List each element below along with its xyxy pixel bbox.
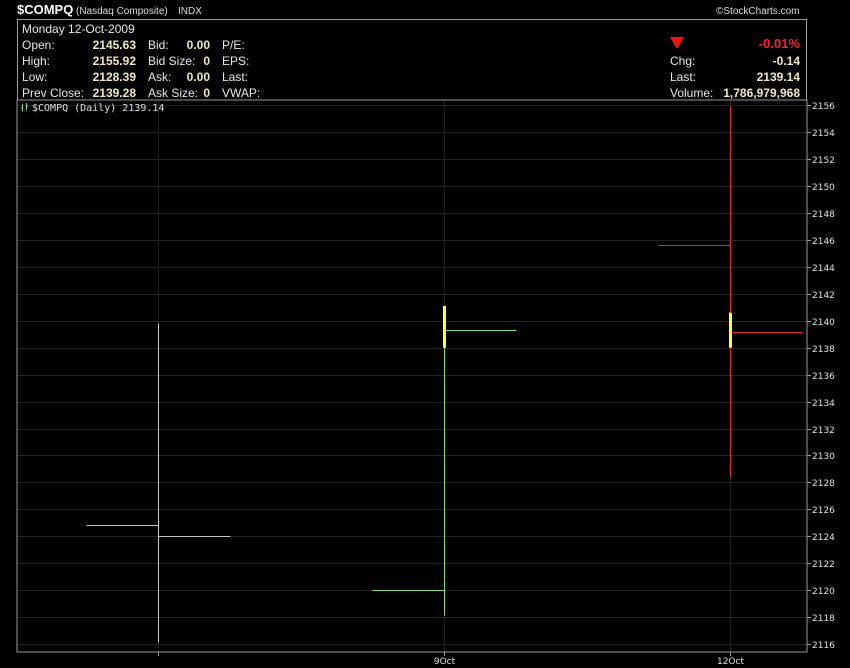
- last-value: 2139.14: [756, 70, 800, 84]
- price-bars: [86, 106, 803, 643]
- ohlc-bar: [658, 106, 803, 478]
- y-tick-label: 2118: [812, 614, 835, 624]
- x-tick-label: 9Oct: [434, 657, 456, 667]
- quote-date: Monday 12-Oct-2009: [22, 22, 135, 36]
- bid-value: 0.00: [186, 38, 210, 52]
- high-label: High:: [22, 54, 51, 68]
- x-tick-label: 12Oct: [717, 657, 744, 667]
- y-tick-label: 2120: [812, 587, 835, 597]
- volume-label: Volume:: [670, 86, 714, 100]
- ohlc-bar: [372, 330, 517, 616]
- y-tick-label: 2146: [812, 237, 835, 247]
- ohlc-legend-icon: [21, 103, 28, 111]
- grid-lines: [17, 100, 807, 652]
- y-tick-label: 2130: [812, 452, 835, 462]
- y-tick-label: 2136: [812, 372, 835, 382]
- chart-legend: $COMPQ (Daily) 2139.14: [21, 103, 164, 114]
- last-label: Last:: [670, 70, 697, 84]
- prev-close-label: Prev Close:: [22, 86, 85, 100]
- y-tick-label: 2154: [812, 129, 835, 139]
- y-tick-label: 2152: [812, 156, 835, 166]
- quote-box: [17, 19, 807, 100]
- legend-text: $COMPQ (Daily) 2139.14: [32, 103, 164, 114]
- open-value: 2145.63: [92, 38, 136, 52]
- low-value: 2128.39: [92, 70, 136, 84]
- low-label: Low:: [22, 70, 48, 84]
- y-tick-label: 2144: [812, 264, 835, 274]
- y-tick-label: 2156: [812, 102, 835, 112]
- high-value: 2155.92: [92, 54, 136, 68]
- symbol: $COMPQ: [17, 2, 74, 17]
- eps-label: EPS:: [222, 54, 250, 68]
- ask-size-label: Ask Size:: [148, 86, 199, 100]
- down-arrow-icon: [670, 37, 684, 49]
- chg-label: Chg:: [670, 54, 696, 68]
- y-tick-label: 2132: [812, 426, 835, 436]
- y-tick-label: 2124: [812, 533, 835, 543]
- ask-value: 0.00: [186, 70, 210, 84]
- ask-label: Ask:: [148, 70, 172, 84]
- index-name: (Nasdaq Composite): [76, 6, 168, 17]
- y-tick-label: 2134: [812, 399, 835, 409]
- ask-size-value: 0: [203, 86, 210, 100]
- brand-link[interactable]: ©StockCharts.com: [716, 6, 800, 17]
- y-tick-label: 2116: [812, 641, 835, 651]
- x-axis: 9Oct 12Oct: [158, 652, 744, 667]
- volume-value: 1,786,979,968: [723, 86, 800, 100]
- ohlc-bar: [86, 323, 231, 643]
- open-label: Open:: [22, 38, 55, 52]
- bid-label: Bid:: [148, 38, 169, 52]
- y-axis: 2116 2118 2120 2122 2124 2126 2128 2130 2132 2134…: [807, 102, 835, 651]
- y-tick-label: 2142: [812, 291, 835, 301]
- y-tick-label: 2148: [812, 210, 835, 220]
- y-tick-label: 2138: [812, 345, 835, 355]
- change-percent: -0.01%: [758, 36, 800, 51]
- y-tick-label: 2150: [812, 183, 835, 193]
- bid-size-label: Bid Size:: [148, 54, 196, 68]
- vwap-label: VWAP:: [222, 86, 261, 100]
- bid-size-value: 0: [203, 54, 210, 68]
- y-tick-label: 2122: [812, 560, 835, 570]
- pe-label: P/E:: [222, 38, 245, 52]
- exchange: INDX: [178, 6, 202, 17]
- prev-close-value: 2139.28: [92, 86, 136, 100]
- y-tick-label: 2140: [812, 318, 835, 328]
- y-tick-label: 2128: [812, 479, 835, 489]
- last-label-left: Last:: [222, 70, 249, 84]
- y-tick-label: 2126: [812, 506, 835, 516]
- quote-header: $COMPQ (Nasdaq Composite) INDX ©StockCha…: [0, 0, 850, 100]
- chg-value: -0.14: [772, 54, 800, 68]
